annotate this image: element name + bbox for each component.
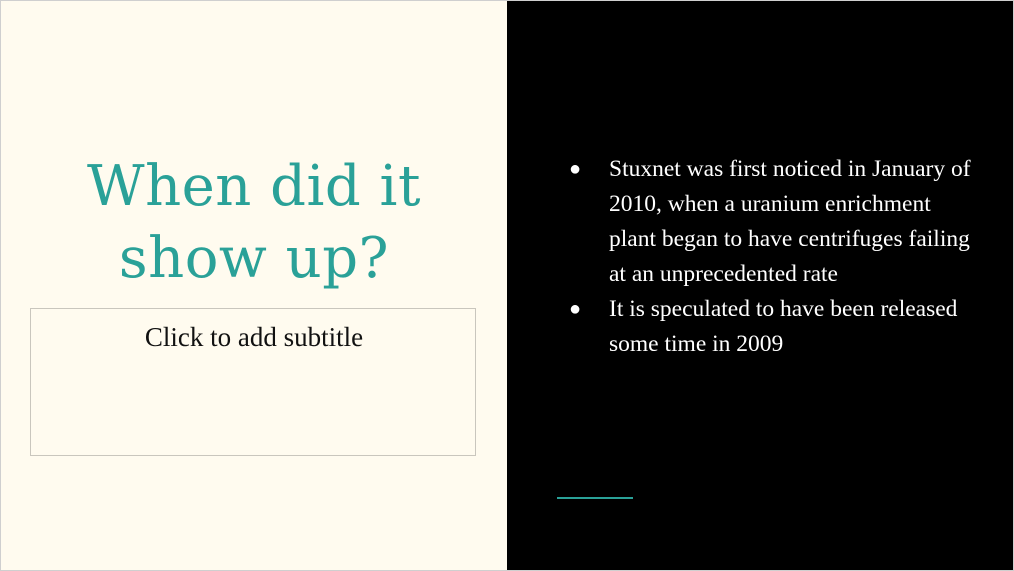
bullet-list[interactable]: ● Stuxnet was first noticed in January o… (563, 152, 973, 362)
bullet-text[interactable]: It is speculated to have been released s… (609, 296, 958, 357)
bullet-dot-icon: ● (569, 158, 582, 180)
bullet-text[interactable]: Stuxnet was first noticed in January of … (609, 156, 971, 287)
subtitle-placeholder-text[interactable]: Click to add subtitle (144, 322, 364, 352)
bullet-item[interactable]: ● It is speculated to have been released… (563, 292, 973, 362)
right-panel (507, 1, 1013, 570)
slide-title[interactable]: When did it show up? (87, 154, 421, 291)
bullet-dot-icon: ● (569, 298, 582, 320)
left-panel: When did it show up? Click to add subtit… (1, 1, 507, 570)
accent-line (557, 497, 633, 499)
bullet-item[interactable]: ● Stuxnet was first noticed in January o… (563, 152, 973, 292)
subtitle-placeholder-box[interactable]: Click to add subtitle (30, 308, 476, 456)
